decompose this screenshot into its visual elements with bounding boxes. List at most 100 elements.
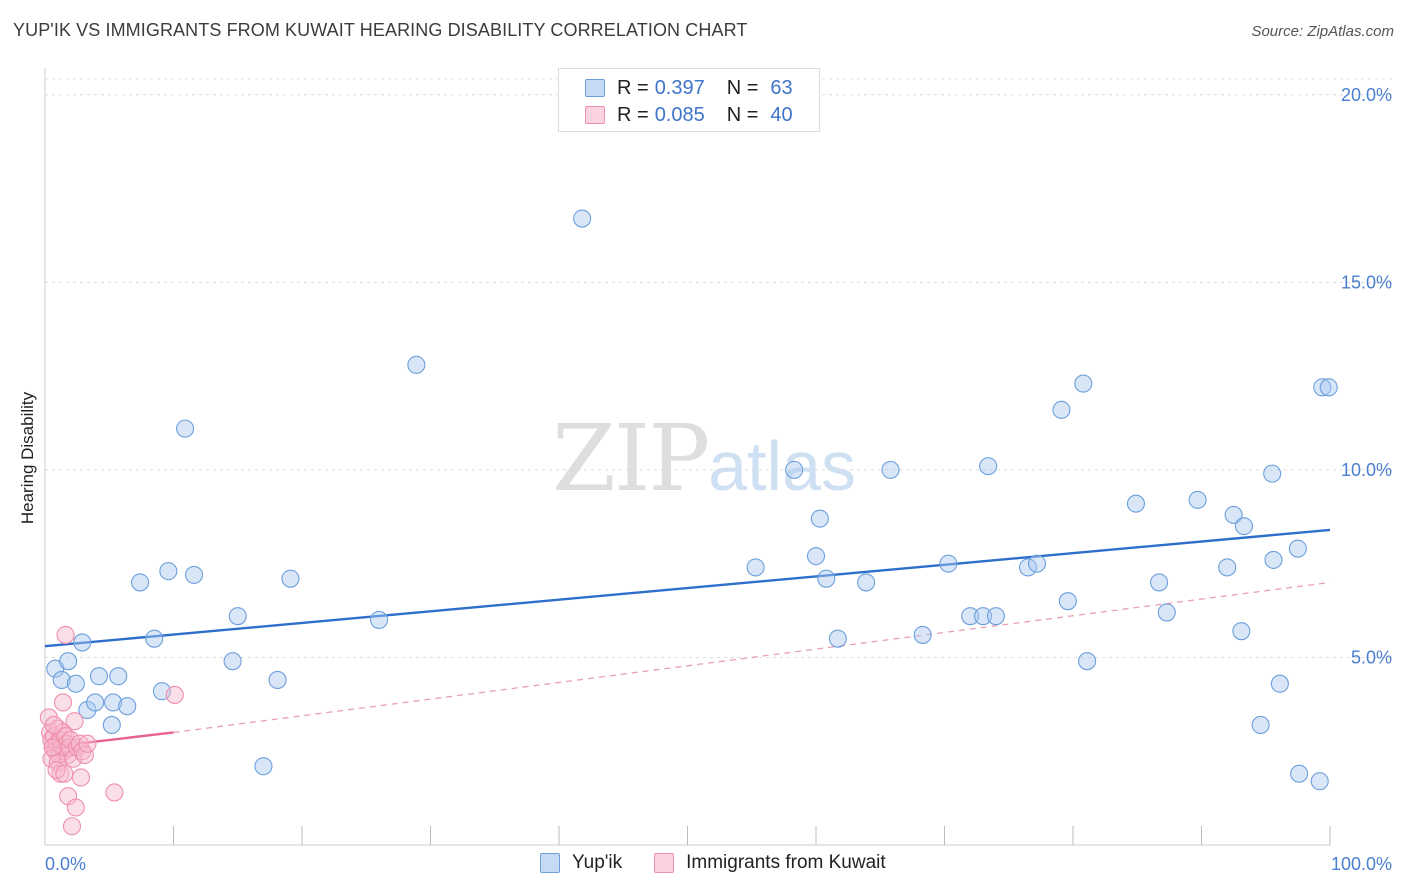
grid-lines <box>45 78 1392 658</box>
watermark: ZIPatlas <box>552 405 856 512</box>
trend-lines <box>44 528 1331 749</box>
legend-n-label: N = <box>726 76 759 99</box>
data-point <box>785 460 804 479</box>
data-point <box>64 749 83 768</box>
data-point <box>1263 464 1282 483</box>
legend-n-value: 40 <box>770 103 793 126</box>
data-point <box>102 715 121 735</box>
data-point <box>44 715 64 735</box>
data-point <box>1319 378 1338 397</box>
data-point <box>86 693 105 712</box>
y-tick-label: 10.0% <box>1341 460 1392 480</box>
data-point <box>56 625 75 644</box>
data-point <box>159 562 178 581</box>
series-legend: Yup'ik Immigrants from Kuwait <box>540 852 918 874</box>
data-point <box>145 629 164 648</box>
data-point <box>78 734 97 753</box>
trend-line-yupik <box>44 528 1331 648</box>
data-point <box>53 693 73 712</box>
data-point <box>1188 490 1207 509</box>
data-point <box>1157 603 1176 622</box>
x-tick-label: 100.0% <box>1331 854 1392 874</box>
data-point <box>979 457 998 476</box>
data-point <box>1313 378 1332 397</box>
data-point <box>268 670 287 689</box>
data-point <box>165 685 184 705</box>
data-point <box>105 783 124 802</box>
data-point <box>66 674 85 693</box>
data-point <box>104 693 123 712</box>
data-point <box>986 607 1005 626</box>
legend-swatch-yupik <box>585 79 605 97</box>
series-legend-label: Immigrants from Kuwait <box>686 852 886 873</box>
data-point <box>254 757 273 776</box>
data-point <box>281 569 300 588</box>
data-point <box>43 738 62 757</box>
data-point <box>913 625 932 644</box>
data-points <box>39 209 1338 836</box>
data-point <box>71 768 91 787</box>
data-point <box>109 667 128 686</box>
data-point <box>118 697 137 716</box>
data-point <box>810 509 829 528</box>
data-point <box>1052 400 1071 419</box>
data-point <box>1027 554 1047 573</box>
data-point <box>806 547 826 566</box>
series-yupik <box>46 209 1338 791</box>
legend-r-value: 0.397 <box>654 76 705 99</box>
data-point <box>407 355 426 374</box>
series-kuwait <box>39 625 184 836</box>
data-point <box>55 764 74 783</box>
data-point <box>573 209 592 228</box>
data-point <box>1251 715 1270 735</box>
data-point <box>1264 550 1283 569</box>
data-point <box>75 745 94 765</box>
data-point <box>78 700 97 720</box>
series-swatch-kuwait <box>654 853 675 873</box>
data-point <box>70 734 89 753</box>
data-point <box>857 573 876 592</box>
data-point <box>176 419 195 438</box>
legend-r-value: 0.085 <box>654 103 705 126</box>
chart-title: YUP'IK VS IMMIGRANTS FROM KUWAIT HEARING… <box>13 20 748 40</box>
data-point <box>828 629 847 648</box>
y-tick-label: 20.0% <box>1341 85 1392 105</box>
data-point <box>961 607 980 626</box>
legend-n-value: 63 <box>770 76 793 99</box>
data-point <box>746 558 765 577</box>
data-point <box>62 817 82 836</box>
data-point <box>185 565 204 584</box>
data-point <box>370 610 389 629</box>
trend-line-extension <box>173 581 1331 734</box>
data-point <box>881 460 900 479</box>
data-point <box>1224 505 1243 524</box>
series-legend-item-kuwait[interactable]: Immigrants from Kuwait <box>654 852 886 874</box>
data-point <box>939 554 958 573</box>
y-tick-label: 15.0% <box>1341 272 1392 292</box>
data-point <box>66 798 85 817</box>
y-tick-label: 5.0% <box>1351 647 1392 667</box>
watermark-atlas: atlas <box>708 427 857 505</box>
data-point <box>817 569 836 588</box>
data-point <box>89 667 109 686</box>
data-point <box>1270 674 1289 693</box>
data-point <box>1290 764 1309 783</box>
series-legend-item-yupik[interactable]: Yup'ik <box>540 852 622 874</box>
data-point <box>228 607 247 626</box>
legend-row-yupik: R = 0.397 N = 63 <box>585 76 793 100</box>
source-label: Source: ZipAtlas.com <box>1251 23 1394 40</box>
legend-r-label: R = <box>617 103 649 126</box>
data-point <box>1234 517 1253 536</box>
data-point <box>1078 652 1097 671</box>
legend-r-label: R = <box>617 76 649 99</box>
data-point <box>1126 494 1146 513</box>
data-point <box>1232 622 1251 641</box>
data-point <box>65 712 84 731</box>
data-point <box>131 573 150 592</box>
data-point <box>59 652 78 671</box>
data-point <box>1058 592 1077 611</box>
axes <box>44 68 1331 846</box>
data-point <box>973 607 993 626</box>
data-point <box>1218 558 1237 577</box>
